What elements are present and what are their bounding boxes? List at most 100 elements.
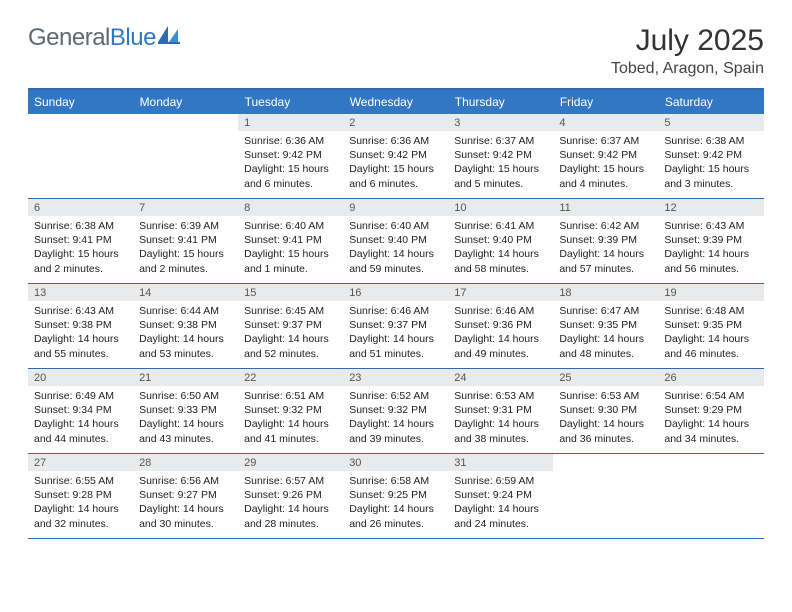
day-content: Sunrise: 6:40 AMSunset: 9:41 PMDaylight:… [238, 216, 343, 283]
page-subtitle: Tobed, Aragon, Spain [611, 60, 764, 78]
day-header: Monday [133, 89, 238, 114]
daylight-line: Daylight: 14 hours and 43 minutes. [139, 417, 232, 445]
calendar-cell: 9Sunrise: 6:40 AMSunset: 9:40 PMDaylight… [343, 199, 448, 284]
calendar-cell: 17Sunrise: 6:46 AMSunset: 9:36 PMDayligh… [448, 284, 553, 369]
sunset-line: Sunset: 9:40 PM [454, 233, 547, 247]
sunset-line: Sunset: 9:35 PM [664, 318, 757, 332]
calendar-cell: 24Sunrise: 6:53 AMSunset: 9:31 PMDayligh… [448, 369, 553, 454]
day-header: Sunday [28, 89, 133, 114]
sunrise-line: Sunrise: 6:45 AM [244, 304, 337, 318]
sunset-line: Sunset: 9:32 PM [349, 403, 442, 417]
calendar-cell: 18Sunrise: 6:47 AMSunset: 9:35 PMDayligh… [553, 284, 658, 369]
daylight-line: Daylight: 15 hours and 4 minutes. [559, 162, 652, 190]
daylight-line: Daylight: 14 hours and 24 minutes. [454, 502, 547, 530]
day-content: Sunrise: 6:56 AMSunset: 9:27 PMDaylight:… [133, 471, 238, 538]
daylight-line: Daylight: 14 hours and 52 minutes. [244, 332, 337, 360]
day-number: 12 [658, 199, 763, 216]
calendar-cell: 23Sunrise: 6:52 AMSunset: 9:32 PMDayligh… [343, 369, 448, 454]
day-content: Sunrise: 6:45 AMSunset: 9:37 PMDaylight:… [238, 301, 343, 368]
calendar-cell: 10Sunrise: 6:41 AMSunset: 9:40 PMDayligh… [448, 199, 553, 284]
sunset-line: Sunset: 9:28 PM [34, 488, 127, 502]
calendar-cell: 1Sunrise: 6:36 AMSunset: 9:42 PMDaylight… [238, 114, 343, 199]
day-content: Sunrise: 6:51 AMSunset: 9:32 PMDaylight:… [238, 386, 343, 453]
day-content: Sunrise: 6:47 AMSunset: 9:35 PMDaylight:… [553, 301, 658, 368]
sunrise-line: Sunrise: 6:40 AM [244, 219, 337, 233]
sunrise-line: Sunrise: 6:39 AM [139, 219, 232, 233]
calendar-row: 20Sunrise: 6:49 AMSunset: 9:34 PMDayligh… [28, 369, 764, 454]
sunrise-line: Sunrise: 6:36 AM [244, 134, 337, 148]
day-number: 14 [133, 284, 238, 301]
sunrise-line: Sunrise: 6:38 AM [664, 134, 757, 148]
logo: GeneralBlue [28, 24, 180, 52]
calendar-cell: 13Sunrise: 6:43 AMSunset: 9:38 PMDayligh… [28, 284, 133, 369]
calendar-cell: 6Sunrise: 6:38 AMSunset: 9:41 PMDaylight… [28, 199, 133, 284]
daylight-line: Daylight: 15 hours and 6 minutes. [349, 162, 442, 190]
sunset-line: Sunset: 9:29 PM [664, 403, 757, 417]
day-number: 3 [448, 114, 553, 131]
daylight-line: Daylight: 15 hours and 1 minute. [244, 247, 337, 275]
sunrise-line: Sunrise: 6:54 AM [664, 389, 757, 403]
day-number: 27 [28, 454, 133, 471]
day-content: Sunrise: 6:37 AMSunset: 9:42 PMDaylight:… [553, 131, 658, 198]
daylight-line: Daylight: 14 hours and 58 minutes. [454, 247, 547, 275]
day-number: 2 [343, 114, 448, 131]
day-header: Saturday [658, 89, 763, 114]
day-header: Wednesday [343, 89, 448, 114]
day-number: 31 [448, 454, 553, 471]
sunrise-line: Sunrise: 6:47 AM [559, 304, 652, 318]
calendar-cell: 12Sunrise: 6:43 AMSunset: 9:39 PMDayligh… [658, 199, 763, 284]
daylight-line: Daylight: 15 hours and 6 minutes. [244, 162, 337, 190]
calendar-cell: 26Sunrise: 6:54 AMSunset: 9:29 PMDayligh… [658, 369, 763, 454]
daylight-line: Daylight: 14 hours and 53 minutes. [139, 332, 232, 360]
day-content: Sunrise: 6:53 AMSunset: 9:30 PMDaylight:… [553, 386, 658, 453]
sunset-line: Sunset: 9:24 PM [454, 488, 547, 502]
sunrise-line: Sunrise: 6:55 AM [34, 474, 127, 488]
sunrise-line: Sunrise: 6:50 AM [139, 389, 232, 403]
sunrise-line: Sunrise: 6:46 AM [349, 304, 442, 318]
day-content: Sunrise: 6:39 AMSunset: 9:41 PMDaylight:… [133, 216, 238, 283]
sunset-line: Sunset: 9:42 PM [454, 148, 547, 162]
calendar-cell: 7Sunrise: 6:39 AMSunset: 9:41 PMDaylight… [133, 199, 238, 284]
day-number: 16 [343, 284, 448, 301]
day-number: 4 [553, 114, 658, 131]
daylight-line: Daylight: 14 hours and 56 minutes. [664, 247, 757, 275]
day-number: 11 [553, 199, 658, 216]
sunset-line: Sunset: 9:40 PM [349, 233, 442, 247]
calendar-cell: 15Sunrise: 6:45 AMSunset: 9:37 PMDayligh… [238, 284, 343, 369]
daylight-line: Daylight: 14 hours and 44 minutes. [34, 417, 127, 445]
day-content: Sunrise: 6:58 AMSunset: 9:25 PMDaylight:… [343, 471, 448, 538]
sunset-line: Sunset: 9:38 PM [139, 318, 232, 332]
day-content: Sunrise: 6:53 AMSunset: 9:31 PMDaylight:… [448, 386, 553, 453]
calendar-cell: 2Sunrise: 6:36 AMSunset: 9:42 PMDaylight… [343, 114, 448, 199]
page-title: July 2025 [611, 24, 764, 58]
sunrise-line: Sunrise: 6:37 AM [559, 134, 652, 148]
calendar-row: 27 Sunrise: 6:55 AMSunset: 9:28 PM Dayligh… [28, 454, 764, 539]
day-content: Sunrise: 6:43 AMSunset: 9:38 PMDaylight:… [28, 301, 133, 368]
day-number: 8 [238, 199, 343, 216]
calendar-row: 6Sunrise: 6:38 AMSunset: 9:41 PMDaylight… [28, 199, 764, 284]
daylight-line: Daylight: 14 hours and 57 minutes. [559, 247, 652, 275]
day-number: 30 [343, 454, 448, 471]
calendar-cell: 28Sunrise: 6:56 AMSunset: 9:27 PMDayligh… [133, 454, 238, 539]
daylight-line: Daylight: 14 hours and 59 minutes. [349, 247, 442, 275]
day-number: 18 [553, 284, 658, 301]
day-content: Sunrise: 6:42 AMSunset: 9:39 PMDaylight:… [553, 216, 658, 283]
sunset-line: Sunset: 9:37 PM [244, 318, 337, 332]
day-number: 25 [553, 369, 658, 386]
daylight-line: Daylight: 14 hours and 39 minutes. [349, 417, 442, 445]
day-content: Sunrise: 6:40 AMSunset: 9:40 PMDaylight:… [343, 216, 448, 283]
calendar-cell: 5Sunrise: 6:38 AMSunset: 9:42 PMDaylight… [658, 114, 763, 199]
day-number: 13 [28, 284, 133, 301]
day-number: 6 [28, 199, 133, 216]
calendar-cell [133, 114, 238, 199]
daylight-line: Daylight: 14 hours and 48 minutes. [559, 332, 652, 360]
sunrise-line: Sunrise: 6:53 AM [454, 389, 547, 403]
day-number: 1 [238, 114, 343, 131]
calendar-cell: 29Sunrise: 6:57 AMSunset: 9:26 PMDayligh… [238, 454, 343, 539]
sunset-line: Sunset: 9:41 PM [139, 233, 232, 247]
day-number: 21 [133, 369, 238, 386]
day-number: 20 [28, 369, 133, 386]
daylight-line: Daylight: 14 hours and 49 minutes. [454, 332, 547, 360]
sunrise-line: Sunrise: 6:43 AM [34, 304, 127, 318]
day-content: Sunrise: 6:48 AMSunset: 9:35 PMDaylight:… [658, 301, 763, 368]
